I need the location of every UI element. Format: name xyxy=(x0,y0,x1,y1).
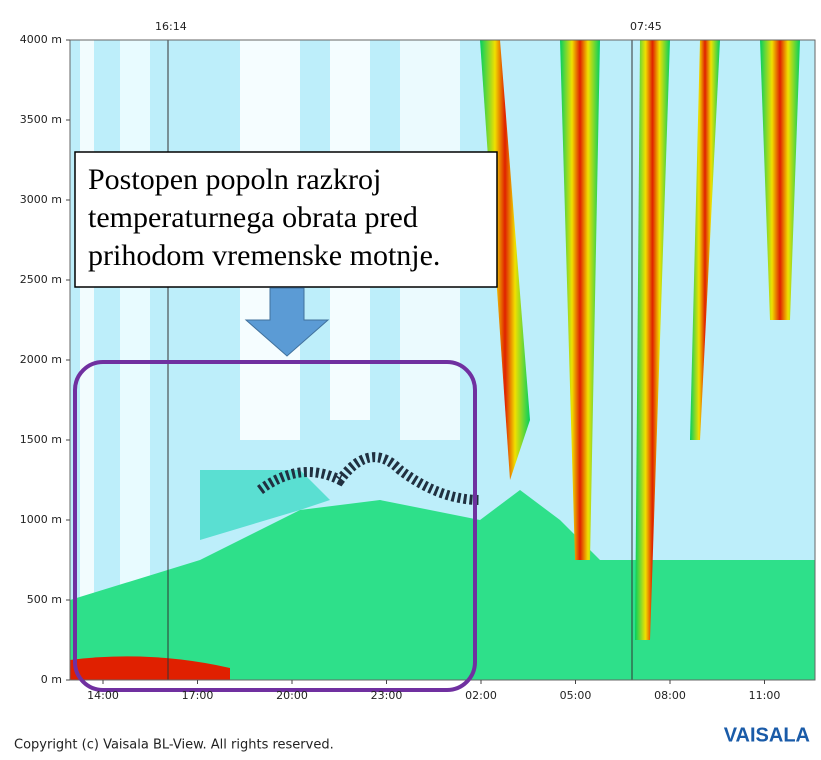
arrow xyxy=(244,287,330,357)
sunset-label: 16:14 xyxy=(155,20,187,33)
annotation-line: prihodom vremenske motnje. xyxy=(88,239,440,272)
x-tick-label: 08:00 xyxy=(654,689,686,702)
x-tick-label: 23:00 xyxy=(371,689,403,702)
x-tick-label: 02:00 xyxy=(465,689,497,702)
annotation-line: Postopen popoln razkroj xyxy=(88,163,381,196)
x-tick-label: 14:00 xyxy=(87,689,119,702)
y-tick-label: 3500 m xyxy=(20,113,62,126)
y-tick-label: 3000 m xyxy=(20,193,62,206)
y-tick-label: 1500 m xyxy=(20,433,62,446)
logo: VAISALA xyxy=(724,724,810,746)
copyright: Copyright (c) Vaisala BL-View. All right… xyxy=(14,738,334,753)
y-tick-label: 2000 m xyxy=(20,353,62,366)
x-tick-label: 17:00 xyxy=(182,689,214,702)
y-tick-label: 4000 m xyxy=(20,33,62,46)
x-tick-label: 11:00 xyxy=(749,689,781,702)
x-tick-label: 05:00 xyxy=(560,689,592,702)
highlight-box xyxy=(73,360,477,692)
y-tick-label: 500 m xyxy=(27,593,62,606)
y-tick-label: 1000 m xyxy=(20,513,62,526)
sunrise-label: 07:45 xyxy=(630,20,662,33)
annotation-box xyxy=(74,151,498,288)
x-tick-label: 20:00 xyxy=(276,689,308,702)
y-tick-label: 2500 m xyxy=(20,273,62,286)
annotation-line: temperaturnega obrata pred xyxy=(88,201,418,234)
y-tick-label: 0 m xyxy=(41,673,62,686)
